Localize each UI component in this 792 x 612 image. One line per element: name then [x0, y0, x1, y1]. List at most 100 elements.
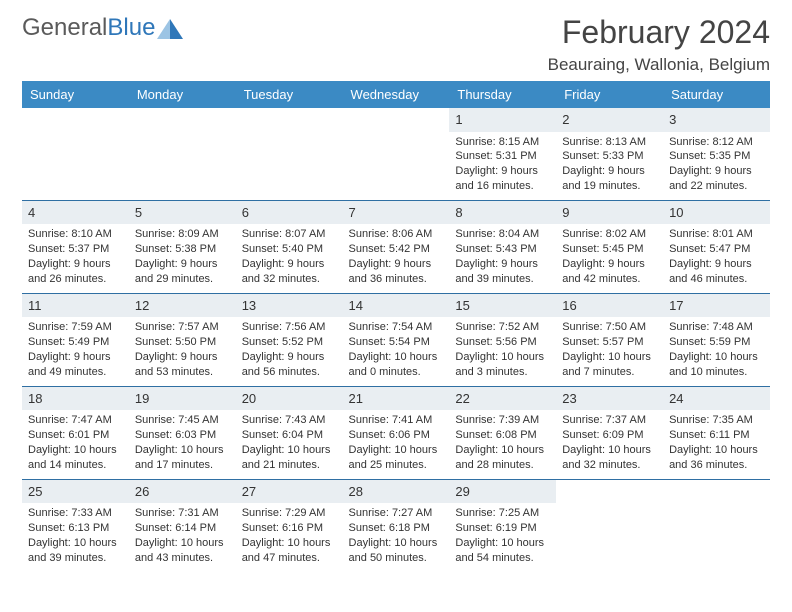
day-detail-cell — [663, 503, 770, 571]
daylight-text: Daylight: 10 hours and 14 minutes. — [28, 443, 123, 473]
sunrise-text: Sunrise: 7:56 AM — [242, 320, 337, 335]
sunrise-text: Sunrise: 7:47 AM — [28, 413, 123, 428]
day-number-cell: 27 — [236, 479, 343, 503]
daylight-text: Daylight: 9 hours and 49 minutes. — [28, 350, 123, 380]
day-detail-cell — [22, 132, 129, 201]
day-number-cell: 12 — [129, 293, 236, 317]
sunrise-text: Sunrise: 7:29 AM — [242, 506, 337, 521]
calendar-body: 123Sunrise: 8:15 AMSunset: 5:31 PMDaylig… — [22, 108, 770, 572]
sunset-text: Sunset: 5:38 PM — [135, 242, 230, 257]
daylight-text: Daylight: 9 hours and 32 minutes. — [242, 257, 337, 287]
day-number-cell: 2 — [556, 108, 663, 132]
day-detail-cell: Sunrise: 7:31 AMSunset: 6:14 PMDaylight:… — [129, 503, 236, 571]
daylight-text: Daylight: 10 hours and 32 minutes. — [562, 443, 657, 473]
sunset-text: Sunset: 6:06 PM — [349, 428, 444, 443]
day-number-cell: 21 — [343, 386, 450, 410]
day-detail-cell: Sunrise: 7:52 AMSunset: 5:56 PMDaylight:… — [449, 317, 556, 386]
day-number-cell: 29 — [449, 479, 556, 503]
daylight-text: Daylight: 10 hours and 0 minutes. — [349, 350, 444, 380]
daylight-text: Daylight: 9 hours and 53 minutes. — [135, 350, 230, 380]
sunrise-text: Sunrise: 8:13 AM — [562, 135, 657, 150]
day-number-cell: 22 — [449, 386, 556, 410]
sunrise-text: Sunrise: 7:48 AM — [669, 320, 764, 335]
sunset-text: Sunset: 5:45 PM — [562, 242, 657, 257]
sunrise-text: Sunrise: 7:25 AM — [455, 506, 550, 521]
daylight-text: Daylight: 9 hours and 36 minutes. — [349, 257, 444, 287]
calendar-head: Sunday Monday Tuesday Wednesday Thursday… — [22, 81, 770, 108]
sunrise-text: Sunrise: 7:54 AM — [349, 320, 444, 335]
day-number-cell — [236, 108, 343, 132]
sunset-text: Sunset: 6:18 PM — [349, 521, 444, 536]
sunset-text: Sunset: 6:16 PM — [242, 521, 337, 536]
sunrise-text: Sunrise: 8:10 AM — [28, 227, 123, 242]
day-number-cell: 25 — [22, 479, 129, 503]
sunrise-text: Sunrise: 7:35 AM — [669, 413, 764, 428]
sunset-text: Sunset: 5:59 PM — [669, 335, 764, 350]
day-detail-cell: Sunrise: 7:27 AMSunset: 6:18 PMDaylight:… — [343, 503, 450, 571]
day-detail-cell: Sunrise: 8:10 AMSunset: 5:37 PMDaylight:… — [22, 224, 129, 293]
day-number-cell — [129, 108, 236, 132]
logo-text: GeneralBlue — [22, 14, 155, 42]
sunrise-text: Sunrise: 7:57 AM — [135, 320, 230, 335]
sunset-text: Sunset: 5:56 PM — [455, 335, 550, 350]
day-detail-cell — [236, 132, 343, 201]
sunrise-text: Sunrise: 8:06 AM — [349, 227, 444, 242]
day-detail-cell: Sunrise: 8:02 AMSunset: 5:45 PMDaylight:… — [556, 224, 663, 293]
day-number-cell: 20 — [236, 386, 343, 410]
page-title: February 2024 — [548, 14, 770, 51]
day-detail-cell: Sunrise: 7:35 AMSunset: 6:11 PMDaylight:… — [663, 410, 770, 479]
daylight-text: Daylight: 10 hours and 50 minutes. — [349, 536, 444, 566]
day-number-cell: 3 — [663, 108, 770, 132]
day-number-cell — [343, 108, 450, 132]
sunset-text: Sunset: 5:43 PM — [455, 242, 550, 257]
day-detail-cell — [129, 132, 236, 201]
day-detail-cell: Sunrise: 7:41 AMSunset: 6:06 PMDaylight:… — [343, 410, 450, 479]
sunset-text: Sunset: 5:35 PM — [669, 149, 764, 164]
daylight-text: Daylight: 10 hours and 39 minutes. — [28, 536, 123, 566]
sunset-text: Sunset: 6:09 PM — [562, 428, 657, 443]
day-number-cell: 14 — [343, 293, 450, 317]
daylight-text: Daylight: 9 hours and 22 minutes. — [669, 164, 764, 194]
day-number-cell — [22, 108, 129, 132]
sunrise-text: Sunrise: 8:04 AM — [455, 227, 550, 242]
day-number-cell: 19 — [129, 386, 236, 410]
day-number-cell: 7 — [343, 200, 450, 224]
location: Beauraing, Wallonia, Belgium — [548, 55, 770, 75]
day-number-cell: 24 — [663, 386, 770, 410]
sunrise-text: Sunrise: 7:39 AM — [455, 413, 550, 428]
sunset-text: Sunset: 6:01 PM — [28, 428, 123, 443]
dow-tue: Tuesday — [236, 81, 343, 108]
day-detail-cell: Sunrise: 8:15 AMSunset: 5:31 PMDaylight:… — [449, 132, 556, 201]
title-block: February 2024 Beauraing, Wallonia, Belgi… — [548, 14, 770, 75]
sunrise-text: Sunrise: 8:07 AM — [242, 227, 337, 242]
day-detail-cell: Sunrise: 7:50 AMSunset: 5:57 PMDaylight:… — [556, 317, 663, 386]
sunset-text: Sunset: 5:52 PM — [242, 335, 337, 350]
day-detail-cell: Sunrise: 7:59 AMSunset: 5:49 PMDaylight:… — [22, 317, 129, 386]
sunrise-text: Sunrise: 7:37 AM — [562, 413, 657, 428]
sunset-text: Sunset: 5:49 PM — [28, 335, 123, 350]
day-number-cell: 5 — [129, 200, 236, 224]
day-detail-cell: Sunrise: 7:45 AMSunset: 6:03 PMDaylight:… — [129, 410, 236, 479]
day-number-cell: 1 — [449, 108, 556, 132]
day-detail-cell: Sunrise: 8:13 AMSunset: 5:33 PMDaylight:… — [556, 132, 663, 201]
daylight-text: Daylight: 10 hours and 10 minutes. — [669, 350, 764, 380]
day-detail-cell: Sunrise: 8:12 AMSunset: 5:35 PMDaylight:… — [663, 132, 770, 201]
day-detail-cell: Sunrise: 7:57 AMSunset: 5:50 PMDaylight:… — [129, 317, 236, 386]
sunset-text: Sunset: 5:42 PM — [349, 242, 444, 257]
day-number-cell: 13 — [236, 293, 343, 317]
day-detail-cell: Sunrise: 7:37 AMSunset: 6:09 PMDaylight:… — [556, 410, 663, 479]
logo-word1: General — [22, 14, 107, 41]
calendar-table: Sunday Monday Tuesday Wednesday Thursday… — [22, 81, 770, 572]
sunset-text: Sunset: 5:40 PM — [242, 242, 337, 257]
daylight-text: Daylight: 9 hours and 29 minutes. — [135, 257, 230, 287]
sunrise-text: Sunrise: 7:33 AM — [28, 506, 123, 521]
day-detail-cell — [343, 132, 450, 201]
daylight-text: Daylight: 10 hours and 47 minutes. — [242, 536, 337, 566]
day-number-cell: 23 — [556, 386, 663, 410]
day-number-cell: 4 — [22, 200, 129, 224]
daylight-text: Daylight: 9 hours and 39 minutes. — [455, 257, 550, 287]
daylight-text: Daylight: 10 hours and 7 minutes. — [562, 350, 657, 380]
sunset-text: Sunset: 6:14 PM — [135, 521, 230, 536]
day-detail-cell: Sunrise: 8:01 AMSunset: 5:47 PMDaylight:… — [663, 224, 770, 293]
day-detail-cell: Sunrise: 7:33 AMSunset: 6:13 PMDaylight:… — [22, 503, 129, 571]
